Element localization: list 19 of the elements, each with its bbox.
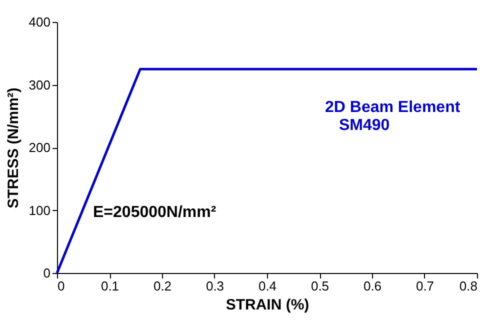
x-tick-label: 0 [58, 278, 65, 294]
y-tick-label: 400 [28, 14, 50, 30]
x-tick-label: 0.6 [363, 278, 382, 294]
x-tick-label: 0.8 [459, 278, 478, 294]
x-tick-label: 0.4 [258, 278, 277, 294]
annotation: 2D Beam Element [325, 99, 461, 116]
y-tick-label: 0 [43, 266, 50, 280]
y-axis-title: STRESS (N/mm²) [4, 88, 22, 208]
x-tick-label: 0.7 [416, 278, 434, 294]
annotation: E=205000N/mm² [93, 204, 216, 221]
x-tick-label: 0.5 [310, 278, 330, 294]
x-tick-label: 0.2 [153, 278, 172, 294]
y-tick-label: 200 [28, 140, 50, 155]
annotation: SM490 [339, 117, 390, 134]
x-tick-label: 0.1 [100, 278, 120, 294]
x-axis-title: STRAIN (%) [226, 296, 310, 314]
y-tick-label: 300 [28, 77, 50, 92]
x-tick-label: 0.3 [206, 278, 224, 294]
y-tick-label: 100 [28, 202, 50, 218]
